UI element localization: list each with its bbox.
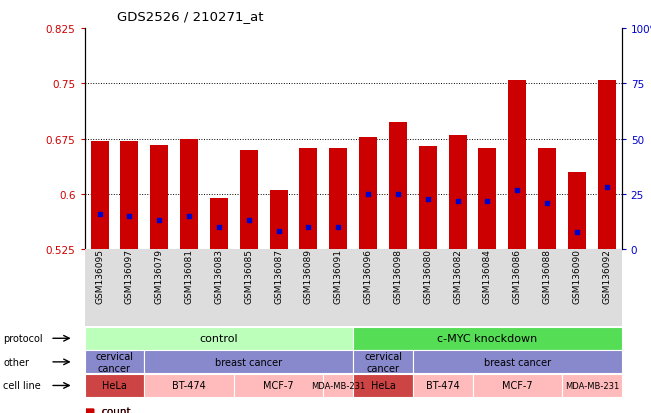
Bar xyxy=(598,81,616,250)
Text: BT-474: BT-474 xyxy=(172,380,206,391)
Bar xyxy=(240,150,258,250)
Bar xyxy=(210,198,228,250)
Text: ■: ■ xyxy=(85,406,95,413)
Text: cell line: cell line xyxy=(3,380,41,391)
Text: breast cancer: breast cancer xyxy=(484,357,551,367)
Bar xyxy=(419,147,437,250)
Bar xyxy=(299,149,317,250)
Text: protocol: protocol xyxy=(3,333,43,344)
Text: breast cancer: breast cancer xyxy=(215,357,283,367)
Text: MCF-7: MCF-7 xyxy=(502,380,533,391)
Bar xyxy=(478,149,496,250)
Text: MDA-MB-231: MDA-MB-231 xyxy=(311,381,365,390)
Bar xyxy=(150,145,168,250)
Text: control: control xyxy=(200,333,238,344)
Text: cervical
cancer: cervical cancer xyxy=(96,351,133,373)
Text: HeLa: HeLa xyxy=(102,380,127,391)
Bar xyxy=(568,173,586,250)
Bar xyxy=(120,142,139,250)
Bar xyxy=(359,138,377,250)
Bar xyxy=(180,139,198,250)
Text: MCF-7: MCF-7 xyxy=(263,380,294,391)
Text: ■  count: ■ count xyxy=(85,406,130,413)
Bar xyxy=(270,191,288,250)
Bar xyxy=(90,142,109,250)
Text: c-MYC knockdown: c-MYC knockdown xyxy=(437,333,538,344)
Bar xyxy=(538,149,556,250)
Text: other: other xyxy=(3,357,29,367)
Bar xyxy=(449,136,467,250)
Bar xyxy=(508,81,526,250)
Text: BT-474: BT-474 xyxy=(426,380,460,391)
Text: GDS2526 / 210271_at: GDS2526 / 210271_at xyxy=(117,10,264,23)
Bar xyxy=(329,149,347,250)
Text: count: count xyxy=(101,406,130,413)
Bar xyxy=(389,123,407,250)
Text: cervical
cancer: cervical cancer xyxy=(364,351,402,373)
Text: HeLa: HeLa xyxy=(370,380,395,391)
Text: MDA-MB-231: MDA-MB-231 xyxy=(565,381,619,390)
